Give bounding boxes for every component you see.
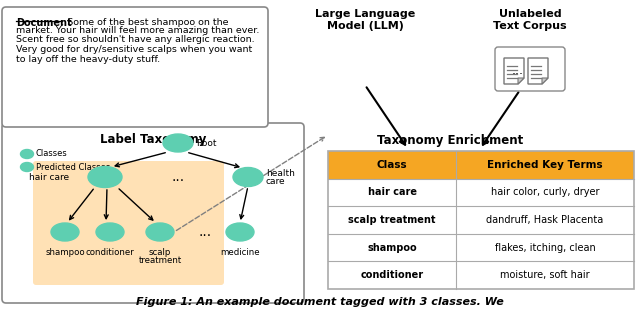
Text: hair color, curly, dryer: hair color, curly, dryer xyxy=(491,187,599,197)
Ellipse shape xyxy=(20,163,33,171)
Text: treatment: treatment xyxy=(138,256,182,265)
Ellipse shape xyxy=(146,223,174,241)
Bar xyxy=(328,151,634,289)
Text: scalp treatment: scalp treatment xyxy=(348,215,436,225)
Bar xyxy=(328,151,634,289)
Text: dandruff, Hask Placenta: dandruff, Hask Placenta xyxy=(486,215,604,225)
Text: care: care xyxy=(266,178,285,186)
Text: health: health xyxy=(266,169,295,178)
Text: hair care: hair care xyxy=(367,187,417,197)
Text: Label Taxonomy: Label Taxonomy xyxy=(100,133,206,146)
Text: market. Your hair will feel more amazing than ever.: market. Your hair will feel more amazing… xyxy=(16,26,259,35)
Bar xyxy=(328,151,634,178)
Text: Class: Class xyxy=(377,160,407,170)
Text: Classes: Classes xyxy=(36,150,68,158)
Ellipse shape xyxy=(96,223,124,241)
Text: scalp: scalp xyxy=(149,248,171,257)
Text: Unlabeled
Text Corpus: Unlabeled Text Corpus xyxy=(493,9,567,31)
Text: : Some of the best shampoo on the: : Some of the best shampoo on the xyxy=(61,18,228,27)
Polygon shape xyxy=(528,58,548,84)
Text: conditioner: conditioner xyxy=(86,248,134,257)
Text: medicine: medicine xyxy=(220,248,260,257)
Text: Root: Root xyxy=(196,139,216,147)
Ellipse shape xyxy=(88,166,122,187)
Text: flakes, itching, clean: flakes, itching, clean xyxy=(495,243,595,253)
Text: Very good for dry/sensitive scalps when you want: Very good for dry/sensitive scalps when … xyxy=(16,45,252,54)
Text: Document: Document xyxy=(16,18,72,28)
Text: to lay off the heavy-duty stuff.: to lay off the heavy-duty stuff. xyxy=(16,55,160,63)
Text: moisture, soft hair: moisture, soft hair xyxy=(500,270,590,280)
Text: ...: ... xyxy=(512,63,524,76)
Text: Scent free so shouldn't have any allergic reaction.: Scent free so shouldn't have any allergi… xyxy=(16,36,255,44)
Text: ...: ... xyxy=(198,225,212,239)
Text: shampoo: shampoo xyxy=(367,243,417,253)
Ellipse shape xyxy=(163,134,193,152)
FancyBboxPatch shape xyxy=(2,123,304,303)
Ellipse shape xyxy=(51,223,79,241)
FancyBboxPatch shape xyxy=(2,7,268,127)
Polygon shape xyxy=(504,58,524,84)
Polygon shape xyxy=(518,78,524,84)
Text: Taxonomy Enrichment: Taxonomy Enrichment xyxy=(377,134,523,147)
Text: shampoo: shampoo xyxy=(45,248,85,257)
Text: hair care: hair care xyxy=(29,172,69,182)
Text: conditioner: conditioner xyxy=(360,270,424,280)
Text: Predicted Classes: Predicted Classes xyxy=(36,163,110,171)
Polygon shape xyxy=(542,78,548,84)
Ellipse shape xyxy=(20,150,33,158)
Text: Enriched Key Terms: Enriched Key Terms xyxy=(487,160,603,170)
Text: Large Language
Model (LLM): Large Language Model (LLM) xyxy=(315,9,415,31)
Text: ...: ... xyxy=(172,170,184,184)
Text: Figure 1: An example document tagged with 3 classes. We: Figure 1: An example document tagged wit… xyxy=(136,297,504,307)
FancyBboxPatch shape xyxy=(33,161,224,285)
Ellipse shape xyxy=(226,223,254,241)
Ellipse shape xyxy=(233,167,263,186)
